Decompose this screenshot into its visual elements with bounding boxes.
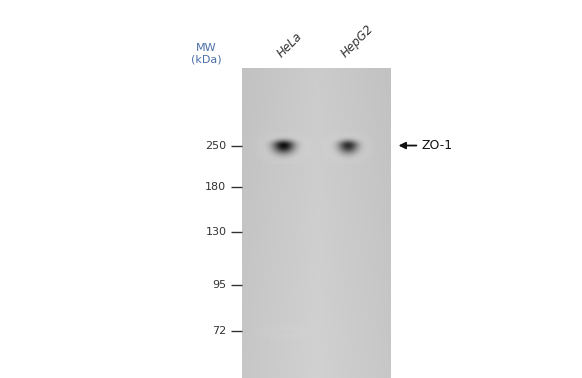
- Text: 180: 180: [205, 182, 226, 192]
- Text: MW
(kDa): MW (kDa): [191, 43, 222, 64]
- Text: 95: 95: [212, 280, 226, 290]
- Text: 250: 250: [205, 141, 226, 150]
- Text: 130: 130: [205, 228, 226, 237]
- Text: HepG2: HepG2: [338, 23, 376, 60]
- Text: HeLa: HeLa: [274, 30, 304, 60]
- Text: ZO-1: ZO-1: [400, 139, 453, 152]
- Text: 72: 72: [212, 326, 226, 336]
